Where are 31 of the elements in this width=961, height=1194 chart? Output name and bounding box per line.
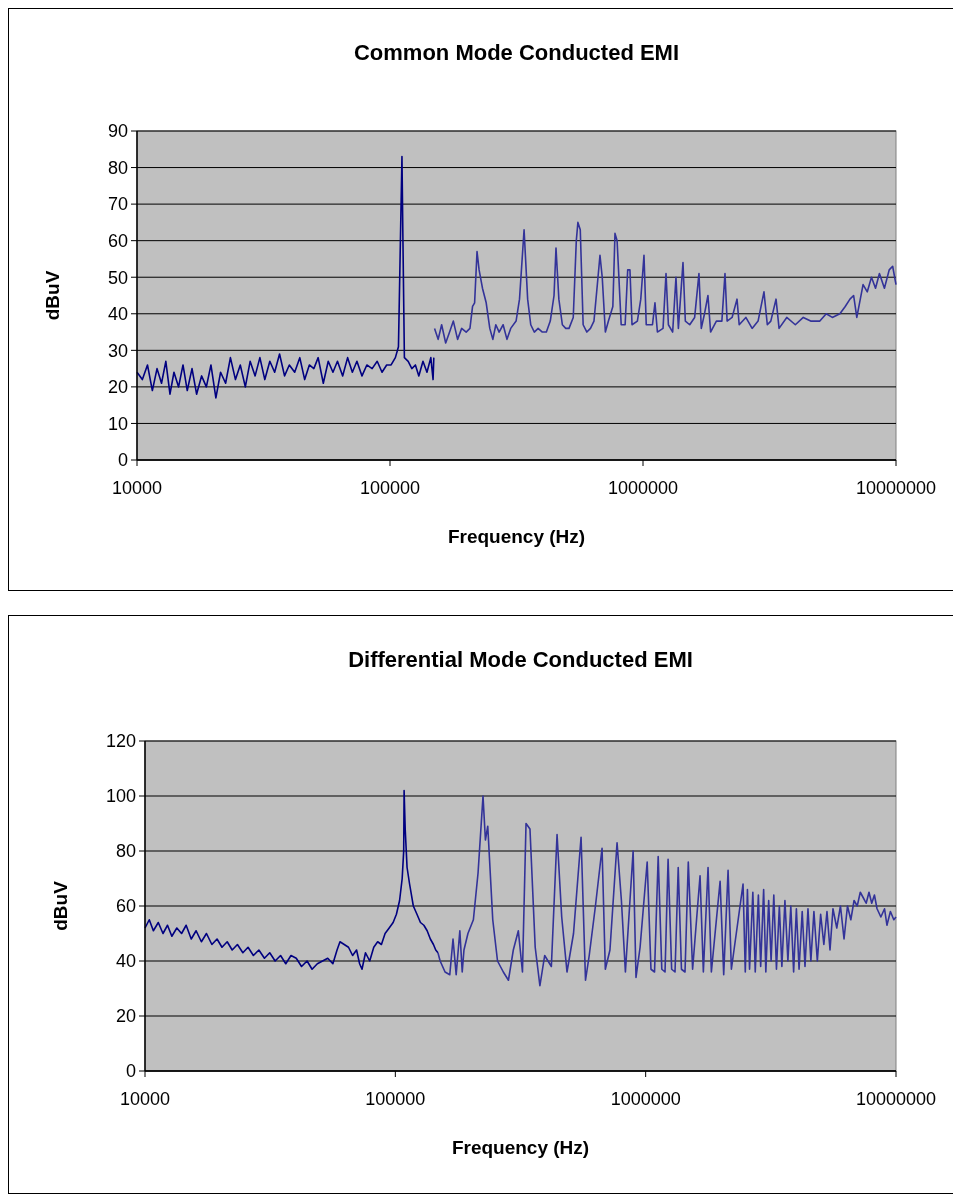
x-tick-label: 10000000	[855, 478, 937, 498]
x-tick-label: 10000	[111, 478, 163, 498]
x-axis-title: Frequency (Hz)	[451, 1137, 590, 1158]
y-tick-label: 50	[107, 267, 128, 288]
y-axis-title: dBuV	[50, 880, 71, 931]
chart-title: Differential Mode Conducted EMI	[348, 647, 693, 672]
x-axis-title: Frequency (Hz)	[447, 526, 586, 547]
y-tick-label: 70	[107, 194, 128, 215]
y-tick-label: 0	[117, 450, 128, 471]
y-tick-label: 20	[107, 377, 128, 398]
y-tick-label: 10	[107, 413, 128, 434]
x-tick-label: 10000000	[855, 1089, 937, 1109]
y-tick-label: 90	[107, 121, 128, 142]
y-tick-label: 120	[105, 731, 136, 752]
y-axis-title: dBuV	[42, 270, 63, 321]
chart-title: Common Mode Conducted EMI	[353, 40, 680, 65]
y-tick-label: 80	[115, 841, 136, 862]
y-tick-label: 40	[107, 304, 128, 325]
y-tick-label: 40	[115, 951, 136, 972]
x-tick-label: 100000	[365, 1089, 426, 1109]
y-tick-label: 0	[125, 1061, 136, 1082]
x-tick-label: 1000000	[607, 478, 679, 498]
y-tick-label: 60	[115, 896, 136, 917]
y-tick-label: 80	[107, 157, 128, 178]
x-tick-label: 1000000	[610, 1089, 681, 1109]
x-tick-label: 100000	[359, 478, 421, 498]
y-tick-label: 20	[115, 1006, 136, 1027]
y-tick-label: 100	[105, 786, 136, 807]
x-tick-label: 10000	[119, 1089, 171, 1109]
y-tick-label: 60	[107, 230, 128, 251]
y-tick-label: 30	[107, 340, 128, 361]
